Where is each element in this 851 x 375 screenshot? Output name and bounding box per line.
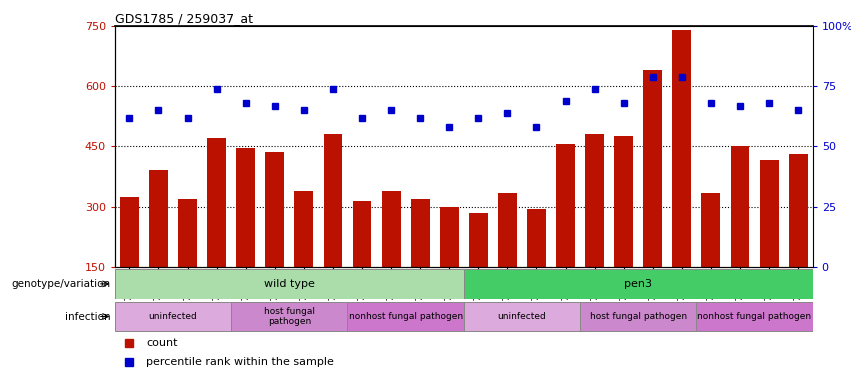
Bar xyxy=(352,201,372,267)
Bar xyxy=(120,196,139,267)
Text: nonhost fungal pathogen: nonhost fungal pathogen xyxy=(349,312,463,321)
Text: infection: infection xyxy=(65,312,111,321)
Text: host fungal pathogen: host fungal pathogen xyxy=(590,312,687,321)
Text: pen3: pen3 xyxy=(625,279,652,289)
Bar xyxy=(789,154,808,267)
Bar xyxy=(527,209,546,267)
Text: count: count xyxy=(146,338,178,348)
Bar xyxy=(614,136,633,267)
Text: nonhost fungal pathogen: nonhost fungal pathogen xyxy=(698,312,812,321)
Bar xyxy=(231,302,347,331)
Bar xyxy=(115,269,464,298)
Bar xyxy=(464,269,813,298)
Bar xyxy=(469,213,488,267)
Bar xyxy=(178,198,197,267)
Bar xyxy=(440,207,459,267)
Bar xyxy=(207,138,226,267)
Bar xyxy=(294,190,313,267)
Bar xyxy=(701,192,721,267)
Bar xyxy=(347,302,464,331)
Bar xyxy=(730,147,750,267)
Text: GDS1785 / 259037_at: GDS1785 / 259037_at xyxy=(115,12,253,25)
Bar xyxy=(411,198,430,267)
Bar xyxy=(498,192,517,267)
Text: uninfected: uninfected xyxy=(149,312,197,321)
Bar xyxy=(381,190,401,267)
Bar xyxy=(585,134,604,267)
Bar xyxy=(760,160,779,267)
Text: percentile rank within the sample: percentile rank within the sample xyxy=(146,357,334,367)
Bar xyxy=(696,302,813,331)
Bar xyxy=(580,302,696,331)
Text: wild type: wild type xyxy=(264,279,315,289)
Bar xyxy=(237,148,255,267)
Bar xyxy=(149,171,168,267)
Text: uninfected: uninfected xyxy=(498,312,546,321)
Bar xyxy=(323,134,342,267)
Text: host fungal
pathogen: host fungal pathogen xyxy=(264,307,315,326)
Bar xyxy=(464,302,580,331)
Bar xyxy=(643,70,662,267)
Bar xyxy=(556,144,575,267)
Bar xyxy=(672,30,691,267)
Bar xyxy=(115,302,231,331)
Bar xyxy=(266,153,284,267)
Text: genotype/variation: genotype/variation xyxy=(12,279,111,289)
